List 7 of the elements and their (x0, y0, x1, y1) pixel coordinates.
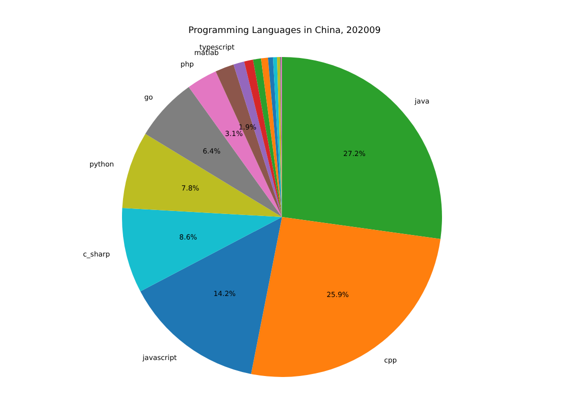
pie-slice (122, 208, 282, 292)
pie-slice (268, 57, 282, 217)
pie-slice (140, 217, 282, 374)
pie-slice (251, 217, 440, 377)
pie-slice (260, 58, 282, 217)
pie-slice (145, 86, 282, 217)
chart-title: Programming Languages in China, 202009 (187, 26, 382, 36)
